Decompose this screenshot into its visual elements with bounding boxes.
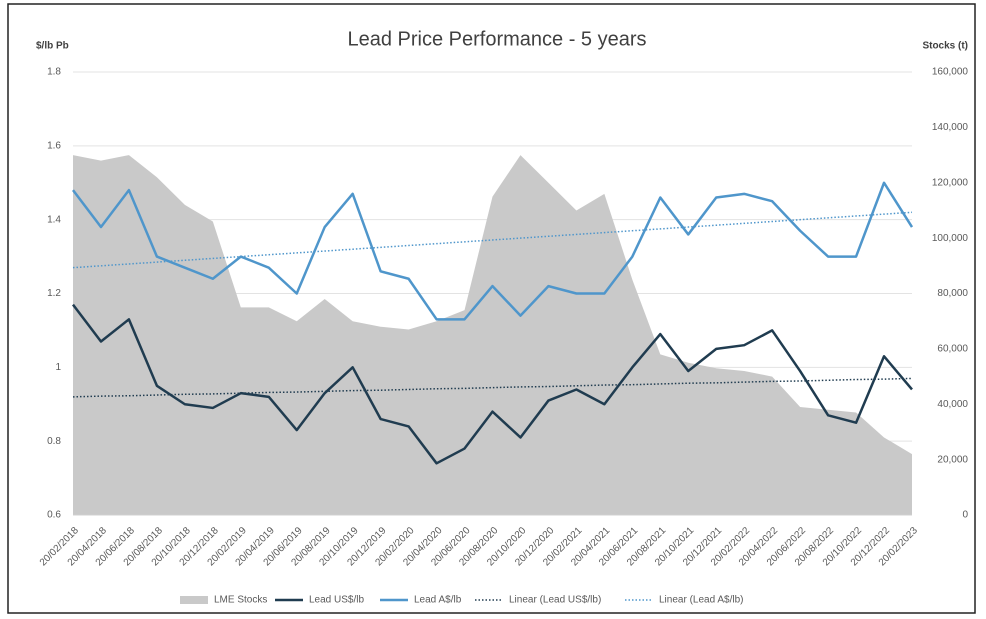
y2-tick-label: 120,000 [932, 177, 969, 188]
y2-tick-label: 40,000 [937, 399, 968, 410]
y2-tick-label: 0 [962, 510, 968, 521]
legend-label: LME Stocks [214, 595, 267, 606]
area [73, 155, 912, 515]
y2-tick-label: 160,000 [932, 67, 969, 78]
legend-label: Linear (Lead US$/lb) [509, 595, 601, 606]
y2-tick-label: 20,000 [937, 454, 968, 465]
legend-label: Linear (Lead A$/lb) [659, 595, 744, 606]
y2-tick-label: 140,000 [932, 122, 969, 133]
y-tick-label: 1.4 [47, 214, 61, 225]
y-tick-label: 1.6 [47, 140, 61, 151]
y-tick-label: 1.2 [47, 288, 61, 299]
y-tick-label: 0.8 [47, 436, 61, 447]
y-tick-label: 0.6 [47, 510, 61, 521]
y2-tick-label: 60,000 [937, 344, 968, 355]
y-tick-label: 1 [55, 362, 61, 373]
y2-tick-label: 100,000 [932, 233, 969, 244]
y2-axis-title: Stocks (t) [922, 41, 968, 52]
line [72, 181, 914, 321]
line [72, 303, 913, 465]
legend-label: Lead A$/lb [414, 595, 462, 606]
y-tick-label: 1.8 [47, 67, 61, 78]
legend-label: Lead US$/lb [309, 595, 364, 606]
y-axis-title: $/lb Pb [36, 41, 69, 52]
y2-tick-label: 80,000 [937, 288, 968, 299]
legend-swatch [180, 596, 208, 604]
chart-title: Lead Price Performance - 5 years [347, 28, 646, 50]
trend-line [72, 211, 913, 269]
